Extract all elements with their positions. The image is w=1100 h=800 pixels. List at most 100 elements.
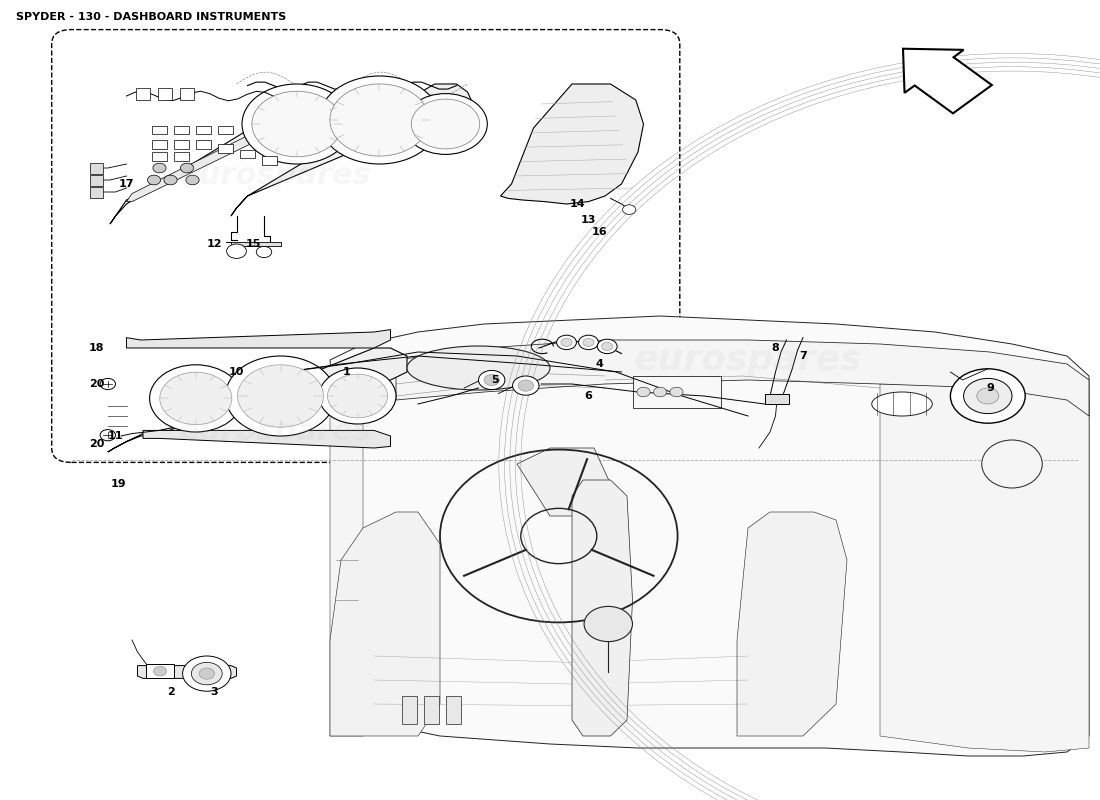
Polygon shape xyxy=(330,512,440,736)
Bar xyxy=(90,187,103,198)
Text: SPYDER - 130 - DASHBOARD INSTRUMENTS: SPYDER - 130 - DASHBOARD INSTRUMENTS xyxy=(16,12,287,22)
Circle shape xyxy=(330,84,429,156)
Circle shape xyxy=(100,430,116,441)
Bar xyxy=(180,88,194,100)
Circle shape xyxy=(583,338,594,346)
Bar xyxy=(262,156,277,165)
Ellipse shape xyxy=(981,440,1043,488)
Bar xyxy=(136,88,150,100)
Text: 19: 19 xyxy=(111,479,126,489)
Text: 2: 2 xyxy=(166,687,175,697)
Circle shape xyxy=(602,342,613,350)
Bar xyxy=(218,144,233,153)
Polygon shape xyxy=(737,512,847,736)
Bar xyxy=(90,163,103,174)
Circle shape xyxy=(100,378,116,390)
Text: 18: 18 xyxy=(89,343,104,353)
Circle shape xyxy=(579,335,598,350)
Text: 5: 5 xyxy=(492,375,498,385)
Bar xyxy=(218,126,233,134)
Circle shape xyxy=(977,388,999,404)
Text: 10: 10 xyxy=(229,367,244,377)
Bar xyxy=(146,664,174,678)
Bar xyxy=(174,152,189,161)
Circle shape xyxy=(252,91,342,157)
Circle shape xyxy=(319,76,440,164)
Bar xyxy=(152,140,167,149)
Bar xyxy=(152,126,167,134)
Text: 6: 6 xyxy=(584,391,593,401)
Circle shape xyxy=(670,387,683,397)
Polygon shape xyxy=(500,84,644,204)
Bar xyxy=(402,696,417,724)
Text: 9: 9 xyxy=(986,383,994,393)
Bar xyxy=(174,140,189,149)
Bar xyxy=(424,696,439,724)
Circle shape xyxy=(238,365,323,427)
Circle shape xyxy=(226,356,336,436)
Circle shape xyxy=(557,335,576,350)
Text: 13: 13 xyxy=(581,215,596,225)
Circle shape xyxy=(242,84,352,164)
Bar xyxy=(446,696,461,724)
Circle shape xyxy=(147,175,161,185)
Text: 11: 11 xyxy=(108,431,123,441)
Circle shape xyxy=(518,380,534,391)
Circle shape xyxy=(227,244,246,258)
Circle shape xyxy=(153,163,166,173)
Bar xyxy=(632,376,721,408)
Circle shape xyxy=(328,374,387,418)
Polygon shape xyxy=(143,430,390,448)
Ellipse shape xyxy=(871,392,933,416)
Bar xyxy=(240,150,255,158)
Text: eurospares: eurospares xyxy=(178,418,372,446)
Circle shape xyxy=(637,387,650,397)
Ellipse shape xyxy=(407,346,550,390)
Circle shape xyxy=(186,175,199,185)
Text: 7: 7 xyxy=(799,351,807,361)
Circle shape xyxy=(513,376,539,395)
Circle shape xyxy=(153,666,166,676)
Circle shape xyxy=(199,668,214,679)
Text: 1: 1 xyxy=(342,367,351,377)
Circle shape xyxy=(484,374,499,386)
Circle shape xyxy=(478,370,505,390)
Polygon shape xyxy=(880,384,1089,752)
Polygon shape xyxy=(138,666,236,678)
Circle shape xyxy=(411,99,480,149)
Polygon shape xyxy=(517,448,616,516)
Text: 17: 17 xyxy=(119,179,134,189)
Circle shape xyxy=(150,365,242,432)
Circle shape xyxy=(623,205,636,214)
Polygon shape xyxy=(330,400,363,736)
Circle shape xyxy=(256,246,272,258)
Polygon shape xyxy=(126,330,390,348)
Polygon shape xyxy=(226,242,280,246)
Circle shape xyxy=(183,656,231,691)
Text: 14: 14 xyxy=(570,199,585,209)
Polygon shape xyxy=(330,316,1089,756)
Bar xyxy=(174,126,189,134)
Circle shape xyxy=(180,163,194,173)
Circle shape xyxy=(597,339,617,354)
Bar xyxy=(158,88,172,100)
Text: 16: 16 xyxy=(592,227,607,237)
Text: 20: 20 xyxy=(89,439,104,449)
Circle shape xyxy=(950,369,1025,423)
Text: 8: 8 xyxy=(771,343,780,353)
Circle shape xyxy=(584,606,632,642)
Polygon shape xyxy=(110,88,324,224)
Polygon shape xyxy=(231,84,473,216)
Text: eurospares: eurospares xyxy=(634,343,862,377)
Circle shape xyxy=(964,378,1012,414)
Polygon shape xyxy=(903,49,992,114)
Circle shape xyxy=(561,338,572,346)
Circle shape xyxy=(164,175,177,185)
Text: 20: 20 xyxy=(89,379,104,389)
Circle shape xyxy=(319,368,396,424)
Text: 4: 4 xyxy=(595,359,604,369)
Text: 15: 15 xyxy=(245,239,261,249)
Polygon shape xyxy=(126,114,302,202)
Text: 12: 12 xyxy=(207,239,222,249)
Bar xyxy=(196,140,211,149)
